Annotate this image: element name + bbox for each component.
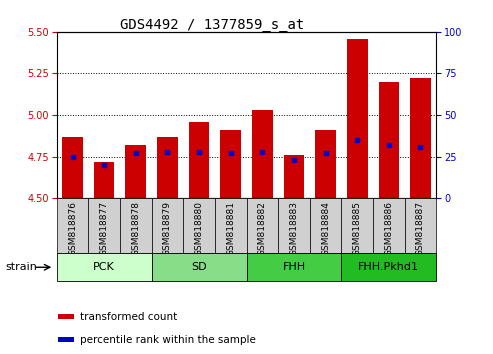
Bar <box>341 253 436 281</box>
Bar <box>246 198 278 253</box>
Bar <box>341 198 373 253</box>
Text: GSM818887: GSM818887 <box>416 201 425 256</box>
Bar <box>252 110 273 198</box>
Text: GSM818882: GSM818882 <box>258 201 267 256</box>
Bar <box>246 253 341 281</box>
Text: percentile rank within the sample: percentile rank within the sample <box>80 335 256 344</box>
Text: GSM818876: GSM818876 <box>68 201 77 256</box>
Bar <box>405 198 436 253</box>
Text: GSM818878: GSM818878 <box>131 201 141 256</box>
Text: FHH.Pkhd1: FHH.Pkhd1 <box>358 262 420 272</box>
Bar <box>94 162 114 198</box>
Bar <box>62 137 83 198</box>
Text: GDS4492 / 1377859_s_at: GDS4492 / 1377859_s_at <box>120 18 304 32</box>
Bar <box>152 253 246 281</box>
Text: GSM818884: GSM818884 <box>321 201 330 256</box>
Bar <box>410 79 431 198</box>
Text: GSM818881: GSM818881 <box>226 201 235 256</box>
Bar <box>316 130 336 198</box>
Bar <box>347 39 367 198</box>
Text: strain: strain <box>5 262 37 272</box>
Text: transformed count: transformed count <box>80 312 177 321</box>
Bar <box>120 198 152 253</box>
Bar <box>278 198 310 253</box>
Text: FHH: FHH <box>282 262 306 272</box>
Bar <box>220 130 241 198</box>
Bar <box>88 198 120 253</box>
Text: GSM818877: GSM818877 <box>100 201 108 256</box>
Bar <box>183 198 215 253</box>
Text: GSM818885: GSM818885 <box>352 201 362 256</box>
Bar <box>58 337 74 342</box>
Bar <box>58 314 74 319</box>
Text: GSM818886: GSM818886 <box>385 201 393 256</box>
Bar <box>215 198 246 253</box>
Bar <box>57 198 88 253</box>
Bar <box>189 122 210 198</box>
Text: GSM818880: GSM818880 <box>195 201 204 256</box>
Bar <box>373 198 405 253</box>
Bar <box>152 198 183 253</box>
Bar <box>157 137 177 198</box>
Bar <box>283 155 304 198</box>
Text: GSM818883: GSM818883 <box>289 201 298 256</box>
Bar <box>310 198 341 253</box>
Text: GSM818879: GSM818879 <box>163 201 172 256</box>
Bar <box>379 82 399 198</box>
Text: PCK: PCK <box>93 262 115 272</box>
Bar <box>126 145 146 198</box>
Text: SD: SD <box>191 262 207 272</box>
Bar <box>57 253 152 281</box>
